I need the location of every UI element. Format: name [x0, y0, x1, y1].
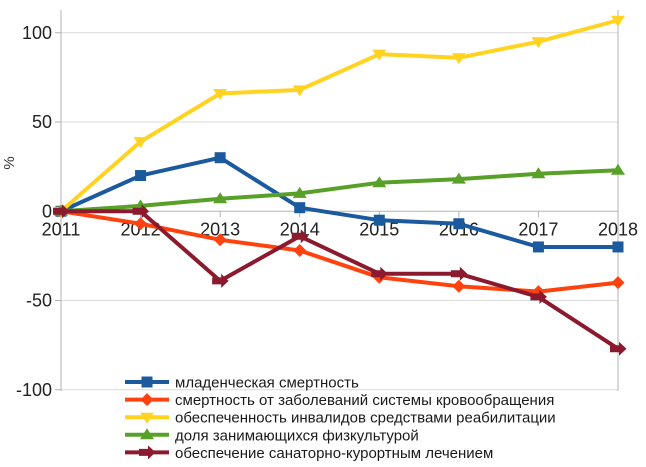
arrow-right-marker-icon — [53, 204, 70, 219]
diamond-marker-icon — [611, 276, 625, 290]
arrow-right-marker-icon — [132, 204, 150, 219]
y-tick-label: -50 — [26, 291, 52, 311]
legend-item: младенческая смертность — [125, 375, 359, 392]
arrow-right-marker-icon — [450, 266, 468, 281]
square-marker-icon — [294, 202, 306, 214]
diamond-marker-icon — [140, 393, 154, 407]
y-tick-label: 100 — [22, 23, 52, 43]
square-marker-icon — [214, 152, 226, 164]
triangle-up-marker-icon — [451, 172, 466, 184]
triangle-down-marker-icon — [611, 15, 625, 27]
y-tick-label: 0 — [42, 201, 52, 221]
legend-label: обеспечение санаторно-курортным лечением — [175, 445, 493, 462]
x-tick-label: 2011 — [42, 219, 81, 239]
triangle-up-marker-icon — [372, 176, 387, 188]
y-tick-label: 50 — [32, 112, 52, 132]
triangle-up-marker-icon — [531, 167, 546, 179]
arrow-right-marker-icon — [291, 229, 309, 244]
triangle-down-marker-icon — [451, 53, 466, 65]
triangle-down-marker-icon — [372, 49, 387, 61]
legend-label: смертность от заболеваний системы кровоо… — [175, 392, 554, 409]
triangle-down-marker-icon — [213, 88, 228, 100]
diamond-marker-icon — [452, 279, 466, 293]
legend-label: доля занимающихся физкультурой — [175, 427, 419, 444]
legend-label: обеспеченность инвалидов средствами реаб… — [175, 410, 556, 427]
triangle-down-marker-icon — [531, 37, 546, 49]
square-marker-icon — [135, 170, 147, 182]
diamond-marker-icon — [293, 244, 307, 258]
triangle-up-marker-icon — [213, 192, 228, 204]
arrow-right-marker-icon — [371, 266, 388, 281]
x-tick-label: 2017 — [518, 219, 558, 239]
triangle-down-marker-icon — [140, 412, 154, 424]
arrow-right-marker-icon — [530, 289, 547, 304]
data-series — [53, 15, 627, 356]
x-tick-label: 2015 — [359, 219, 399, 239]
series-line — [61, 209, 620, 351]
triangle-down-marker-icon — [133, 137, 148, 149]
series-4 — [53, 204, 627, 356]
y-axis-title: % — [1, 156, 18, 169]
legend-item: доля занимающихся физкультурой — [125, 427, 419, 444]
legend-item: смертность от заболеваний системы кровоо… — [125, 392, 554, 409]
x-tick-label: 2013 — [200, 219, 240, 239]
series-line — [60, 155, 618, 249]
arrow-right-marker-icon — [610, 341, 627, 356]
arrow-right-marker-icon — [212, 273, 229, 288]
legend-item: обеспечение санаторно-курортным лечением — [125, 445, 493, 462]
gridlines — [61, 32, 618, 391]
square-marker-icon — [373, 214, 385, 226]
square-marker-icon — [453, 218, 465, 230]
square-marker-icon — [532, 241, 544, 253]
x-tick-label: 2018 — [598, 219, 638, 239]
square-marker-icon — [141, 376, 153, 388]
arrow-right-marker-icon — [139, 445, 156, 460]
triangle-up-marker-icon — [140, 428, 154, 440]
square-marker-icon — [612, 241, 624, 253]
x-tick-label: 2014 — [280, 219, 320, 239]
y-tick-label: -100 — [16, 380, 52, 400]
triangle-up-marker-icon — [611, 163, 625, 175]
series-line — [59, 18, 619, 213]
series-line — [60, 209, 619, 294]
triangle-down-marker-icon — [292, 85, 307, 97]
legend-label: младенческая смертность — [175, 375, 359, 392]
legend-item: обеспеченность инвалидов средствами реаб… — [125, 410, 556, 427]
axes — [55, 10, 619, 391]
triangle-up-marker-icon — [292, 186, 307, 198]
diamond-marker-icon — [134, 217, 148, 231]
diamond-marker-icon — [213, 233, 227, 247]
series-0 — [55, 152, 624, 253]
series-line — [60, 168, 619, 214]
